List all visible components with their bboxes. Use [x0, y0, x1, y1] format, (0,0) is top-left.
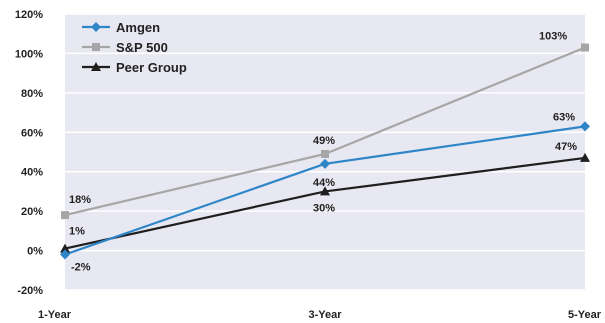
data-label: 49%	[313, 135, 335, 147]
data-point	[321, 149, 329, 158]
data-point	[320, 186, 330, 196]
y-tick-label: 120%	[15, 9, 43, 21]
legend-marker	[91, 22, 101, 32]
legend-label: S&P 500	[116, 40, 168, 55]
data-label: 30%	[313, 202, 335, 214]
y-tick-label: -20%	[17, 285, 43, 297]
legend: Amgen S&P 500 Peer Group	[82, 20, 187, 75]
data-label: 1%	[69, 226, 85, 238]
x-tick-label: 3-Year	[308, 309, 342, 321]
data-labels: 18% 49% 103% 1% 30% 47% -2% 44% 63%	[69, 31, 577, 274]
data-point	[580, 152, 590, 162]
x-axis-ticks: 1-Year 3-Year 5-Year	[38, 309, 602, 321]
data-point	[580, 121, 590, 132]
y-tick-label: 80%	[21, 88, 43, 100]
y-axis-ticks: -20% 0% 20% 40% 60% 80% 100% 120%	[15, 9, 43, 297]
legend-label: Peer Group	[116, 60, 187, 75]
data-label: 44%	[313, 177, 335, 189]
data-label: -2%	[71, 262, 91, 274]
data-point	[581, 43, 589, 52]
y-tick-label: 100%	[15, 48, 43, 60]
y-tick-label: 0%	[27, 246, 43, 258]
y-tick-label: 60%	[21, 127, 43, 139]
data-label: 63%	[553, 111, 575, 123]
data-point	[320, 158, 330, 169]
data-point	[60, 243, 70, 253]
legend-marker	[91, 62, 101, 71]
data-point	[61, 211, 69, 220]
data-label: 103%	[539, 31, 567, 43]
data-label: 47%	[555, 141, 577, 153]
x-tick-label: 5-Year	[568, 309, 602, 321]
x-tick-label: 1-Year	[38, 309, 72, 321]
legend-label: Amgen	[116, 20, 160, 35]
data-label: 18%	[69, 194, 91, 206]
data-point	[60, 249, 70, 260]
legend-marker	[92, 43, 100, 51]
y-tick-label: 40%	[21, 167, 43, 179]
y-tick-label: 20%	[21, 206, 43, 218]
gridlines	[65, 13, 585, 291]
series-markers	[60, 43, 590, 260]
